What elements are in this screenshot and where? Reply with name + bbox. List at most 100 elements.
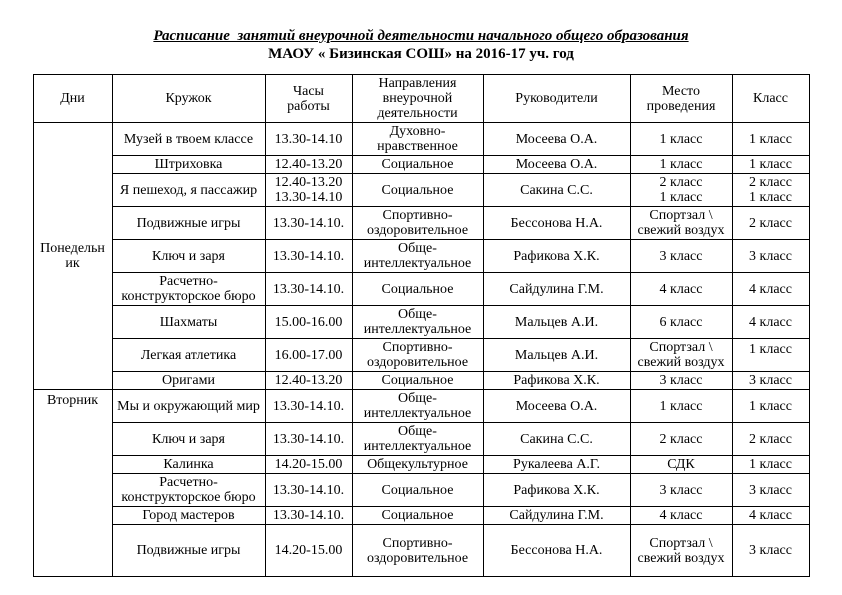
grade-cell: 2 класс 1 класс	[731, 173, 810, 207]
table-row: Понедельн ик Музей в твоем классе 13.30-…	[32, 122, 810, 390]
leader-cell: Сайдулина Г.М.	[482, 272, 631, 306]
leader-cell: Мальцев А.И.	[482, 338, 631, 372]
header-leaders: Руководители	[482, 74, 631, 123]
direction-cell: Спортивно- оздоровительное	[351, 338, 484, 372]
direction-cell: Обще- интеллектуальное	[351, 389, 484, 423]
header-grade: Класс	[731, 74, 810, 123]
table-row: Город мастеров 13.30-14.10. Социальное С…	[33, 506, 810, 525]
leader-cell: Рафикова Х.К.	[482, 473, 631, 507]
direction-cell: Общекультурное	[351, 455, 484, 474]
day-cell-monday: Понедельн ик	[32, 122, 113, 390]
time-cell: 13.30-14.10.	[264, 473, 353, 507]
club-cell: Ключ и заря	[111, 239, 266, 273]
grade-cell: 4 класс	[731, 506, 810, 525]
place-cell: 1 класс	[629, 155, 733, 174]
grade-cell: 4 класс	[731, 272, 810, 306]
direction-cell: Социальное	[351, 272, 484, 306]
direction-cell: Обще- интеллектуальное	[351, 422, 484, 456]
club-cell: Калинка	[111, 455, 266, 474]
header-place: Место проведения	[629, 74, 733, 123]
direction-cell: Обще- интеллектуальное	[351, 305, 484, 339]
club-cell: Оригами	[111, 371, 266, 390]
header-days: Дни	[32, 74, 113, 123]
leader-cell: Рафикова Х.К.	[482, 371, 631, 390]
direction-cell: Спортивно- оздоровительное	[351, 524, 484, 577]
place-cell: 2 класс 1 класс	[629, 173, 733, 207]
table-row: Ключ и заря 13.30-14.10. Обще- интеллект…	[33, 239, 810, 273]
time-cell: 13.30-14.10.	[264, 206, 353, 240]
title-block: Расписание занятий внеурочной деятельнос…	[0, 0, 842, 63]
place-cell: Спортзал \ свежий воздух	[629, 206, 733, 240]
grade-cell: 1 класс	[731, 455, 810, 474]
club-cell: Мы и окружающий мир	[111, 389, 266, 423]
table-row: Калинка 14.20-15.00 Общекультурное Рукал…	[33, 455, 810, 474]
leader-cell: Мальцев А.И.	[482, 305, 631, 339]
leader-cell: Мосеева О.А.	[482, 122, 631, 156]
grade-cell: 3 класс	[731, 371, 810, 390]
table-row: Ключ и заря 13.30-14.10. Обще- интеллект…	[33, 422, 810, 456]
place-cell: 2 класс	[629, 422, 733, 456]
grade-cell: 3 класс	[731, 239, 810, 273]
table-row: Оригами 12.40-13.20 Социальное Рафикова …	[33, 371, 810, 390]
place-cell: 4 класс	[629, 272, 733, 306]
time-cell: 14.20-15.00	[264, 455, 353, 474]
header-direction: Направления внеурочной деятельности	[351, 74, 484, 123]
place-cell: 1 класс	[629, 389, 733, 423]
direction-cell: Спортивно- оздоровительное	[351, 206, 484, 240]
club-cell: Подвижные игры	[111, 206, 266, 240]
club-cell: Я пешеход, я пассажир	[111, 173, 266, 207]
time-cell: 12.40-13.20	[264, 371, 353, 390]
direction-cell: Социальное	[351, 473, 484, 507]
club-cell: Штриховка	[111, 155, 266, 174]
grade-cell: 2 класс	[731, 206, 810, 240]
header-hours: Часы работы	[264, 74, 353, 123]
doc-title: Расписание занятий внеурочной деятельнос…	[153, 28, 689, 44]
leader-cell: Мосеева О.А.	[482, 389, 631, 423]
club-cell: Ключ и заря	[111, 422, 266, 456]
place-cell: Спортзал \ свежий воздух	[629, 338, 733, 372]
time-cell: 13.30-14.10	[264, 122, 353, 156]
direction-cell: Социальное	[351, 155, 484, 174]
grade-cell: 1 класс	[731, 338, 810, 372]
table-row: Я пешеход, я пассажир 12.40-13.20 13.30-…	[33, 173, 810, 207]
time-cell: 13.30-14.10.	[264, 422, 353, 456]
place-cell: 3 класс	[629, 371, 733, 390]
day-cell-tuesday: Вторник	[32, 389, 113, 577]
time-cell: 13.30-14.10.	[264, 239, 353, 273]
schedule-table: Дни Кружок Часы работы Направления внеур…	[32, 74, 810, 577]
time-cell: 13.30-14.10.	[264, 272, 353, 306]
place-cell: Спортзал \ свежий воздух	[629, 524, 733, 577]
table-row: Расчетно- конструкторское бюро 13.30-14.…	[33, 473, 810, 507]
club-cell: Подвижные игры	[111, 524, 266, 577]
grade-cell: 1 класс	[731, 155, 810, 174]
grade-cell: 3 класс	[731, 524, 810, 577]
doc-subtitle: МАОУ « Бизинская СОШ» на 2016-17 уч. год	[268, 46, 574, 62]
table-row: Расчетно- конструкторское бюро 13.30-14.…	[33, 272, 810, 306]
leader-cell: Сакина С.С.	[482, 422, 631, 456]
club-cell: Расчетно- конструкторское бюро	[111, 473, 266, 507]
club-cell: Музей в твоем классе	[111, 122, 266, 156]
table-row: Шахматы 15.00-16.00 Обще- интеллектуальн…	[33, 305, 810, 339]
grade-cell: 3 класс	[731, 473, 810, 507]
time-cell: 13.30-14.10.	[264, 506, 353, 525]
table-row: Штриховка 12.40-13.20 Социальное Мосеева…	[33, 155, 810, 174]
time-cell: 14.20-15.00	[264, 524, 353, 577]
club-cell: Легкая атлетика	[111, 338, 266, 372]
leader-cell: Мосеева О.А.	[482, 155, 631, 174]
header-club: Кружок	[111, 74, 266, 123]
time-cell: 16.00-17.00	[264, 338, 353, 372]
club-cell: Шахматы	[111, 305, 266, 339]
place-cell: 6 класс	[629, 305, 733, 339]
grade-cell: 1 класс	[731, 122, 810, 156]
time-cell: 15.00-16.00	[264, 305, 353, 339]
time-cell: 12.40-13.20	[264, 155, 353, 174]
direction-cell: Социальное	[351, 173, 484, 207]
direction-cell: Социальное	[351, 371, 484, 390]
direction-cell: Обще- интеллектуальное	[351, 239, 484, 273]
leader-cell: Сакина С.С.	[482, 173, 631, 207]
leader-cell: Рафикова Х.К.	[482, 239, 631, 273]
place-cell: 1 класс	[629, 122, 733, 156]
place-cell: 3 класс	[629, 239, 733, 273]
direction-cell: Социальное	[351, 506, 484, 525]
